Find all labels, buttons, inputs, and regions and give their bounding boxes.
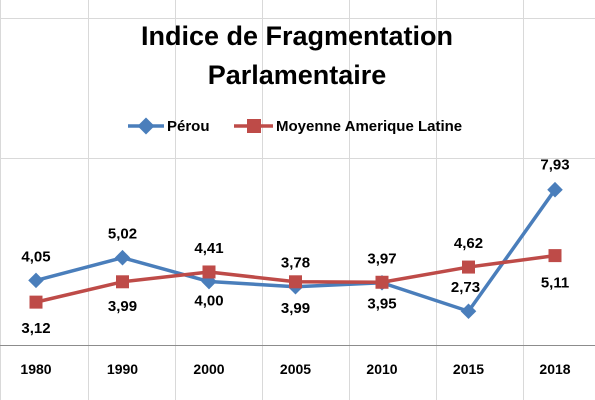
legend: Pérou Moyenne Amerique Latine <box>128 117 462 135</box>
legend-label-series-2: Moyenne Amerique Latine <box>276 118 462 135</box>
series-2-point <box>375 275 389 289</box>
data-label-series-1: 4,00 <box>194 293 223 310</box>
series-1-point <box>114 249 131 266</box>
legend-marker-diamond <box>137 117 155 135</box>
series-1-point <box>547 181 563 198</box>
x-tick-label: 2005 <box>280 361 311 377</box>
series-2-point <box>116 275 129 289</box>
series-1-point <box>28 272 44 289</box>
x-tick-label: 2000 <box>193 361 224 377</box>
series-2-point <box>462 260 475 274</box>
data-labels-layer: 4,05 5,02 4,00 3,78 3,95 2,73 7,93 3,12 3,99 4,41… <box>21 157 569 337</box>
legend-entry-series-1: Pérou <box>128 117 210 135</box>
data-label-series-2: 3,99 <box>281 300 310 317</box>
legend-entry-series-2: Moyenne Amerique Latine <box>234 118 462 135</box>
data-label-series-2: 4,41 <box>194 240 223 257</box>
x-axis: 1980 1990 2000 2005 2010 2015 2018 <box>0 345 595 377</box>
data-label-series-2: 3,97 <box>367 250 396 267</box>
data-label-series-1: 5,02 <box>108 226 137 243</box>
data-label-series-2: 3,12 <box>21 320 50 337</box>
series-2-point <box>202 265 216 279</box>
x-tick-label: 2015 <box>453 361 484 377</box>
data-label-series-1: 3,95 <box>367 296 396 313</box>
x-tick-label: 2010 <box>366 361 397 377</box>
x-tick-label: 1980 <box>20 361 51 377</box>
x-tick-label: 2018 <box>539 361 570 377</box>
series-2-point <box>548 249 562 263</box>
data-label-series-1: 2,73 <box>451 279 480 296</box>
data-label-series-1: 4,05 <box>21 248 50 265</box>
data-label-series-2: 4,62 <box>454 235 483 252</box>
chart-title-line2: Parlamentaire <box>208 60 387 90</box>
legend-marker-square <box>247 119 261 133</box>
series-2-point <box>29 295 43 309</box>
x-tick-label: 1990 <box>107 361 138 377</box>
data-label-series-1: 3,78 <box>281 255 310 272</box>
chart-title-line1: Indice de Fragmentation <box>141 21 453 51</box>
data-label-series-2: 5,11 <box>541 275 569 292</box>
series-2-point <box>289 275 302 289</box>
legend-label-series-1: Pérou <box>167 118 210 135</box>
data-label-series-1: 7,93 <box>540 157 569 174</box>
data-label-series-2: 3,99 <box>108 298 137 315</box>
